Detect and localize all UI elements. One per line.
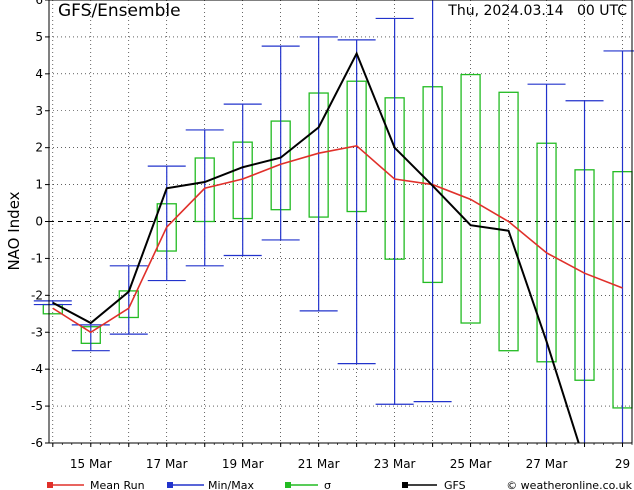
chart-title: GFS/Ensemble bbox=[58, 1, 181, 21]
y-axis-label: NAO Index bbox=[5, 191, 23, 270]
legend-item-minmax: Min/Max bbox=[167, 479, 254, 490]
series-lines bbox=[52, 51, 623, 443]
y-tick-label: 6 bbox=[35, 0, 43, 7]
x-tick-label: 29 bbox=[615, 457, 630, 471]
legend-marker-mean-run bbox=[47, 482, 53, 488]
run-date-label: Thu, 2024.03.14 00 UTC bbox=[447, 3, 627, 19]
gfs-line bbox=[52, 51, 580, 443]
y-tick-label: -4 bbox=[31, 362, 43, 376]
legend: Mean Run Min/Max σ GFS © weatheronline.c… bbox=[47, 479, 633, 490]
legend-label-minmax: Min/Max bbox=[208, 479, 254, 490]
y-tick-label: -5 bbox=[31, 399, 43, 413]
sigma-box bbox=[460, 73, 481, 324]
minmax-whiskers bbox=[33, 0, 634, 443]
legend-marker-gfs bbox=[402, 482, 408, 488]
mean-run-line bbox=[52, 144, 623, 334]
x-tick-label: 21 Mar bbox=[298, 457, 340, 471]
sigma-box bbox=[498, 91, 519, 352]
y-tick-label: -1 bbox=[31, 251, 43, 265]
legend-item-mean-run: Mean Run bbox=[47, 479, 145, 490]
legend-marker-minmax bbox=[167, 482, 173, 488]
x-tick-label: 19 Mar bbox=[222, 457, 264, 471]
watermark: © weatheronline.co.uk bbox=[506, 479, 632, 490]
x-tick-label: 27 Mar bbox=[526, 457, 568, 471]
x-tick-label: 23 Mar bbox=[374, 457, 416, 471]
x-tick-label: 17 Mar bbox=[146, 457, 188, 471]
y-tick-label: 3 bbox=[35, 104, 43, 118]
x-tick-label: 25 Mar bbox=[450, 457, 492, 471]
y-tick-label: -6 bbox=[31, 436, 43, 450]
y-tick-labels: -6 -5 -4 -3 -2 -1 0 1 2 3 4 5 6 bbox=[31, 0, 43, 450]
tick-marks bbox=[45, 0, 633, 447]
legend-label-mean-run: Mean Run bbox=[90, 479, 145, 490]
legend-label-gfs: GFS bbox=[444, 479, 466, 490]
y-tick-label: 4 bbox=[35, 67, 43, 81]
y-tick-label: 5 bbox=[35, 30, 43, 44]
x-tick-label: 15 Mar bbox=[70, 457, 112, 471]
legend-marker-sigma bbox=[285, 482, 291, 488]
grid-layer bbox=[49, 0, 632, 443]
y-tick-label: -2 bbox=[31, 288, 43, 302]
y-tick-label: -3 bbox=[31, 325, 43, 339]
legend-item-sigma: σ bbox=[285, 479, 331, 490]
y-tick-label: 0 bbox=[35, 215, 43, 229]
x-tick-labels: 15 Mar 17 Mar 19 Mar 21 Mar 23 Mar 25 Mar 27 M… bbox=[70, 457, 630, 471]
y-tick-label: 2 bbox=[35, 141, 43, 155]
legend-label-sigma: σ bbox=[324, 479, 331, 490]
legend-item-gfs: GFS bbox=[402, 479, 466, 490]
y-tick-label: 1 bbox=[35, 178, 43, 192]
sigma-boxes bbox=[42, 73, 633, 409]
